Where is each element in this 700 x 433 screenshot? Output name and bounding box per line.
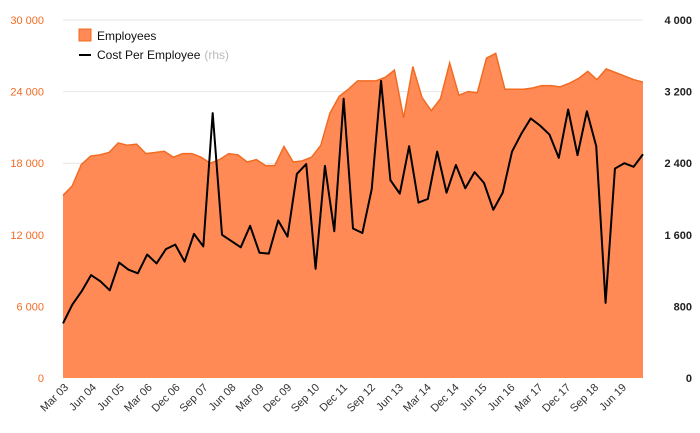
x-tick-label: Sep 10 bbox=[289, 382, 322, 415]
right-tick-label: 3 200 bbox=[664, 87, 692, 99]
x-tick-label: Mar 14 bbox=[401, 382, 434, 415]
x-tick-label: Sep 12 bbox=[345, 382, 378, 415]
x-tick-label: Dec 11 bbox=[318, 382, 351, 415]
x-tick-label: Jun 13 bbox=[374, 382, 406, 414]
x-tick-label: Dec 06 bbox=[150, 382, 183, 415]
employees-area-edge bbox=[62, 52, 644, 196]
x-tick-label: Jun 15 bbox=[458, 382, 490, 414]
x-tick-label: Jun 05 bbox=[95, 382, 127, 414]
legend-employees-label: Employees bbox=[97, 29, 156, 43]
x-tick-label: Dec 14 bbox=[429, 382, 462, 415]
x-tick-label: Sep 07 bbox=[177, 382, 210, 415]
legend-cost-suffix: (rhs) bbox=[204, 48, 229, 62]
x-tick-label: Mar 03 bbox=[38, 382, 71, 415]
left-tick-label: 18 000 bbox=[10, 158, 44, 170]
x-tick-label: Jun 08 bbox=[207, 382, 239, 414]
left-axis: 0 6 000 12 000 18 000 24 000 30 000 bbox=[10, 15, 44, 385]
x-tick-label: Mar 06 bbox=[122, 382, 155, 415]
left-tick-label: 24 000 bbox=[10, 87, 44, 99]
legend-employees-swatch bbox=[78, 28, 92, 42]
right-tick-label: 4 000 bbox=[664, 15, 692, 27]
x-tick-label: Sep 18 bbox=[568, 382, 601, 415]
x-tick-label: Mar 09 bbox=[234, 382, 267, 415]
x-tick-label: Mar 17 bbox=[513, 382, 546, 415]
x-tick-label: Jun 16 bbox=[486, 382, 518, 414]
cost-per-employee-line bbox=[62, 79, 644, 324]
left-tick-label: 6 000 bbox=[16, 301, 44, 313]
legend-cost-name: Cost Per Employee bbox=[97, 48, 201, 62]
x-tick-label: Jun 04 bbox=[67, 382, 99, 414]
x-tick-label: Jun 19 bbox=[597, 382, 629, 414]
right-axis: 0 800 1 600 2 400 3 200 4 000 bbox=[664, 15, 692, 385]
legend-cost-label: Cost Per Employee (rhs) bbox=[97, 48, 229, 62]
x-tick-label: Dec 17 bbox=[540, 382, 573, 415]
legend: Employees Cost Per Employee (rhs) bbox=[78, 28, 229, 62]
left-tick-label: 30 000 bbox=[10, 15, 44, 27]
right-tick-label: 2 400 bbox=[664, 158, 692, 170]
left-tick-label: 12 000 bbox=[10, 230, 44, 242]
right-tick-label: 0 bbox=[686, 373, 692, 385]
cost-line-layer bbox=[62, 79, 644, 324]
right-tick-label: 800 bbox=[674, 301, 692, 313]
left-tick-label: 0 bbox=[38, 373, 44, 385]
x-tick-label: Dec 09 bbox=[261, 382, 294, 415]
right-tick-label: 1 600 bbox=[664, 230, 692, 242]
